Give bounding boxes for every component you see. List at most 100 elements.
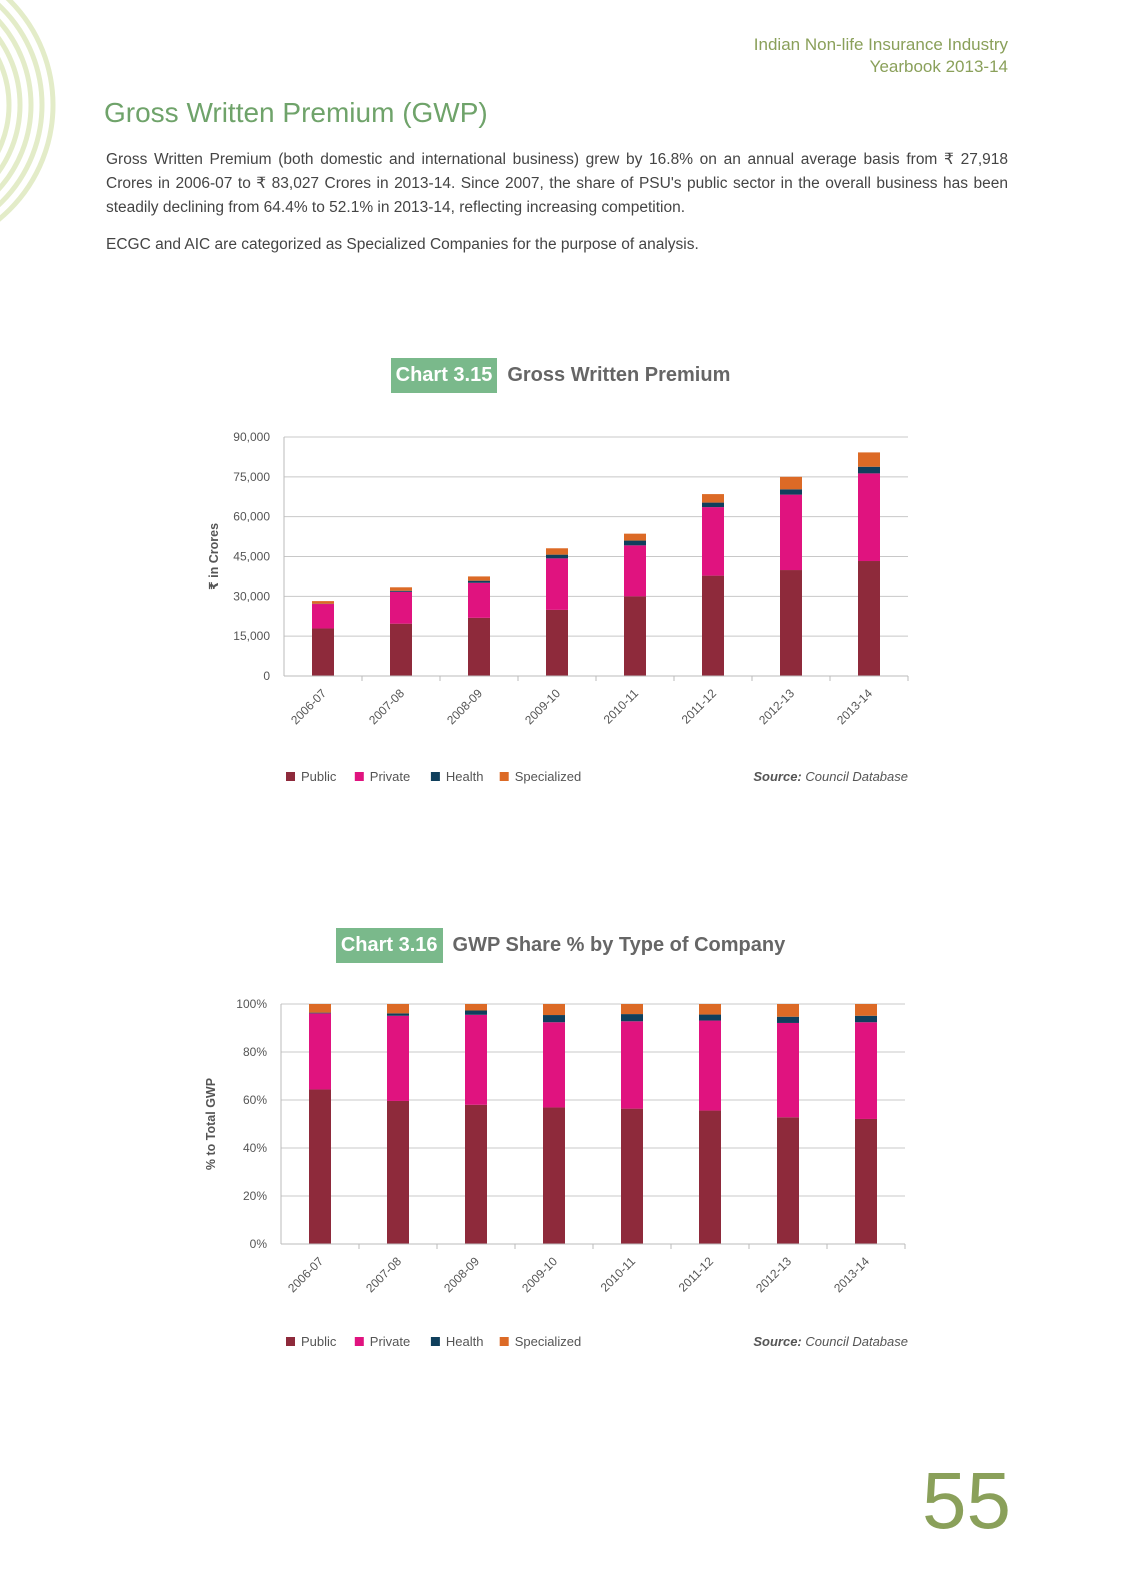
decorative-arcs bbox=[0, 0, 56, 222]
bar-segment-public bbox=[777, 1117, 799, 1244]
header-line-2: Yearbook 2013-14 bbox=[869, 57, 1008, 76]
bar-segment-health bbox=[390, 590, 412, 592]
legend-label-specialized: Specialized bbox=[515, 769, 582, 784]
bar-segment-specialized bbox=[858, 452, 880, 467]
bar-segment-specialized bbox=[468, 576, 490, 581]
bar-segment-private bbox=[312, 604, 334, 629]
bar-segment-health bbox=[777, 1016, 799, 1023]
y-tick-label: 80% bbox=[243, 1045, 267, 1059]
bar-segment-health bbox=[468, 580, 490, 583]
header-line-1: Indian Non-life Insurance Industry bbox=[753, 35, 1008, 54]
legend-swatch-specialized bbox=[499, 772, 509, 781]
x-tick-label: 2006-07 bbox=[288, 686, 329, 727]
bar-segment-public bbox=[780, 570, 802, 676]
x-tick-label: 2011-12 bbox=[676, 1254, 717, 1295]
source-text: Council Database bbox=[805, 769, 908, 784]
bar-segment-private bbox=[624, 545, 646, 597]
y-tick-label: 75,000 bbox=[233, 470, 270, 484]
bar-segment-public bbox=[702, 575, 724, 676]
bar-segment-specialized bbox=[855, 1004, 877, 1016]
legend-label-specialized: Specialized bbox=[515, 1334, 582, 1349]
legend-label-public: Public bbox=[301, 1334, 337, 1349]
x-tick-label: 2010-11 bbox=[601, 686, 642, 727]
bar-segment-private bbox=[621, 1021, 643, 1109]
x-tick-label: 2012-13 bbox=[753, 1254, 794, 1295]
bar-segment-specialized bbox=[546, 548, 568, 555]
y-tick-label: 0 bbox=[263, 669, 270, 683]
bar-segment-private bbox=[465, 1014, 487, 1105]
legend-swatch-health bbox=[430, 1337, 440, 1346]
x-tick-label: 2013-14 bbox=[834, 686, 875, 727]
x-tick-label: 2009-10 bbox=[519, 1254, 560, 1295]
bar-segment-health bbox=[309, 1012, 331, 1014]
bar-segment-public bbox=[858, 561, 880, 676]
bar-segment-health bbox=[465, 1010, 487, 1015]
bar-segment-private bbox=[702, 507, 724, 576]
x-tick-label: 2009-10 bbox=[522, 686, 563, 727]
bar-segment-public bbox=[468, 617, 490, 676]
legend-label-private: Private bbox=[370, 1334, 410, 1349]
bar-segment-specialized bbox=[699, 1004, 721, 1015]
bar-segment-specialized bbox=[309, 1004, 331, 1013]
bar-segment-health bbox=[699, 1014, 721, 1021]
legend-swatch-private bbox=[354, 1337, 364, 1346]
bar-segment-public bbox=[465, 1104, 487, 1244]
bar-segment-public bbox=[312, 628, 334, 676]
legend-label-public: Public bbox=[301, 769, 337, 784]
legend-label-health: Health bbox=[446, 1334, 484, 1349]
x-tick-label: 2008-09 bbox=[441, 1254, 482, 1295]
bar-segment-public bbox=[387, 1100, 409, 1244]
y-tick-label: 60,000 bbox=[233, 510, 270, 524]
y-tick-label: 20% bbox=[243, 1189, 267, 1203]
bar-segment-private bbox=[387, 1015, 409, 1101]
source-label: Source: bbox=[753, 769, 805, 784]
source-note: Source: Council Database bbox=[753, 1334, 908, 1349]
bar-segment-specialized bbox=[465, 1004, 487, 1011]
source-label: Source: bbox=[753, 1334, 805, 1349]
bar-segment-specialized bbox=[312, 601, 334, 604]
legend-label-health: Health bbox=[446, 769, 484, 784]
y-tick-label: 40% bbox=[243, 1141, 267, 1155]
bar-segment-specialized bbox=[387, 1004, 409, 1014]
y-tick-label: 60% bbox=[243, 1093, 267, 1107]
bar-segment-health bbox=[858, 466, 880, 474]
bar-segment-public bbox=[624, 596, 646, 676]
bar-segment-private bbox=[309, 1013, 331, 1090]
y-axis-label: ₹ in Crores bbox=[207, 523, 221, 590]
bar-segment-public bbox=[855, 1118, 877, 1244]
bar-segment-health bbox=[543, 1015, 565, 1023]
bar-segment-private bbox=[858, 473, 880, 562]
bar-segment-public bbox=[543, 1107, 565, 1244]
bar-segment-health bbox=[855, 1015, 877, 1023]
x-tick-label: 2007-08 bbox=[366, 686, 407, 727]
section-title: Gross Written Premium (GWP) bbox=[104, 97, 488, 128]
bar-segment-private bbox=[855, 1022, 877, 1119]
intro-paragraph: Gross Written Premium (both domestic and… bbox=[106, 151, 1008, 216]
bar-segment-specialized bbox=[543, 1004, 565, 1016]
bar-segment-specialized bbox=[777, 1004, 799, 1017]
bar-segment-private bbox=[390, 591, 412, 624]
bar-segment-health bbox=[387, 1013, 409, 1016]
source-note: Source: Council Database bbox=[753, 769, 908, 784]
y-tick-label: 100% bbox=[236, 997, 267, 1011]
chart-2-title: GWP Share % by Type of Company bbox=[452, 934, 786, 956]
bar-segment-private bbox=[468, 582, 490, 618]
page-number: 55 bbox=[922, 1456, 1011, 1545]
x-tick-label: 2011-12 bbox=[679, 686, 720, 727]
x-tick-label: 2006-07 bbox=[285, 1254, 326, 1295]
bar-segment-health bbox=[621, 1014, 643, 1022]
y-tick-label: 90,000 bbox=[233, 430, 270, 444]
source-text: Council Database bbox=[805, 1334, 908, 1349]
bar-segment-health bbox=[780, 489, 802, 495]
bar-segment-private bbox=[780, 494, 802, 571]
y-tick-label: 15,000 bbox=[233, 629, 270, 643]
chart-1-title: Gross Written Premium bbox=[507, 364, 731, 386]
bar-segment-private bbox=[699, 1020, 721, 1111]
bar-segment-private bbox=[777, 1022, 799, 1118]
bar-segment-health bbox=[624, 540, 646, 546]
bar-segment-public bbox=[699, 1110, 721, 1244]
bar-segment-health bbox=[546, 554, 568, 559]
y-tick-label: 0% bbox=[250, 1237, 268, 1251]
bar-segment-private bbox=[546, 558, 568, 610]
y-tick-label: 45,000 bbox=[233, 550, 270, 564]
